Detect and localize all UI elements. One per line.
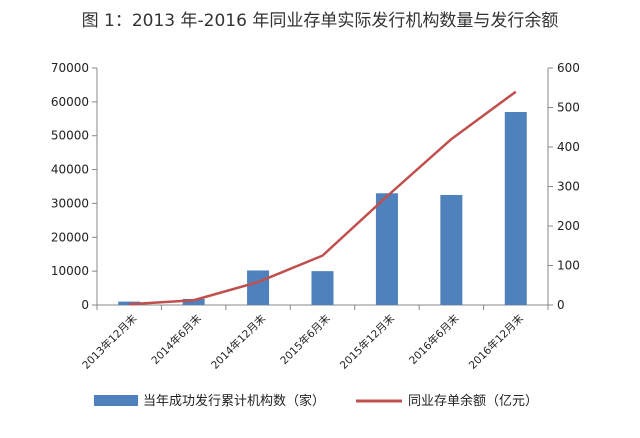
chart-area: 0 10000 20000 30000 40000 50000 60000 70000 0 100…	[0, 40, 640, 434]
bar	[312, 271, 334, 305]
legend-swatch-bars	[94, 395, 138, 406]
right-tick-label: 400	[557, 140, 580, 154]
x-tick-label: 2015年12月末	[337, 312, 397, 372]
left-tick-label: 10000	[51, 264, 89, 278]
right-tick-label: 500	[557, 101, 580, 115]
left-tick-label: 70000	[51, 61, 89, 75]
right-tick-label: 300	[557, 180, 580, 194]
bar	[440, 195, 462, 305]
x-tick-label: 2016年6月末	[406, 312, 461, 367]
right-tick-label: 0	[557, 298, 565, 312]
x-tick-label: 2014年12月末	[208, 312, 268, 372]
legend-label-bars: 当年成功发行累计机构数（家）	[143, 393, 325, 409]
bar	[505, 112, 527, 305]
right-tick-label: 100	[557, 259, 580, 273]
bar	[376, 193, 398, 305]
left-tick-label: 20000	[51, 230, 89, 244]
x-tick-label: 2013年12月末	[80, 312, 140, 372]
left-tick-label: 40000	[51, 163, 89, 177]
x-tick-label: 2014年6月末	[149, 312, 204, 367]
x-tick-label: 2015年6月末	[278, 312, 333, 367]
left-tick-label: 60000	[51, 95, 89, 109]
x-tick-label: 2016年12月末	[466, 312, 526, 372]
bar	[247, 270, 269, 305]
left-tick-label: 0	[81, 298, 89, 312]
left-tick-label: 30000	[51, 196, 89, 210]
left-tick-label: 50000	[51, 129, 89, 143]
right-tick-label: 200	[557, 219, 580, 233]
legend-label-line: 同业存单余额（亿元）	[408, 393, 538, 409]
right-tick-label: 600	[557, 61, 580, 75]
chart-title: 图 1：2013 年-2016 年同业存单实际发行机构数量与发行余额	[0, 6, 640, 31]
combo-chart: 0 10000 20000 30000 40000 50000 60000 70000 0 100…	[0, 40, 640, 434]
